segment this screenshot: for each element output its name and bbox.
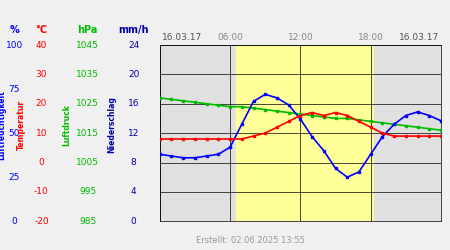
- Text: 16.03.17: 16.03.17: [399, 34, 439, 42]
- Text: 985: 985: [79, 217, 96, 226]
- Text: 0: 0: [131, 217, 136, 226]
- Text: °C: °C: [36, 25, 47, 35]
- Text: 1025: 1025: [76, 99, 99, 108]
- Text: Luftfeuchtigkeit: Luftfeuchtigkeit: [0, 90, 7, 160]
- Text: 100: 100: [6, 40, 23, 50]
- Text: 75: 75: [9, 84, 20, 94]
- Text: 12: 12: [128, 129, 140, 138]
- Text: 1045: 1045: [76, 40, 99, 50]
- Text: 8: 8: [131, 158, 136, 167]
- Text: 16.03.17: 16.03.17: [162, 34, 202, 42]
- Text: 20: 20: [36, 99, 47, 108]
- Text: Erstellt: 02.06.2025 13:55: Erstellt: 02.06.2025 13:55: [196, 236, 305, 245]
- Text: 995: 995: [79, 188, 96, 196]
- Bar: [160, 45, 236, 221]
- Text: 4: 4: [131, 188, 136, 196]
- Text: %: %: [9, 25, 19, 35]
- Bar: [374, 45, 441, 221]
- Text: 10: 10: [36, 129, 47, 138]
- Text: 40: 40: [36, 40, 47, 50]
- Text: -20: -20: [34, 217, 49, 226]
- Text: 0: 0: [39, 158, 44, 167]
- Text: mm/h: mm/h: [118, 25, 149, 35]
- Bar: [236, 45, 374, 221]
- Text: 20: 20: [128, 70, 140, 79]
- Text: 30: 30: [36, 70, 47, 79]
- Text: 16: 16: [128, 99, 140, 108]
- Text: hPa: hPa: [77, 25, 98, 35]
- Text: Luftdruck: Luftdruck: [62, 104, 71, 146]
- Text: -10: -10: [34, 188, 49, 196]
- Text: Niederschlag: Niederschlag: [107, 96, 116, 154]
- Text: 50: 50: [9, 129, 20, 138]
- Text: 0: 0: [12, 217, 17, 226]
- Text: 1005: 1005: [76, 158, 99, 167]
- Text: 25: 25: [9, 173, 20, 182]
- Text: Temperatur: Temperatur: [17, 100, 26, 150]
- Text: 1015: 1015: [76, 129, 99, 138]
- Text: 24: 24: [128, 40, 140, 50]
- Text: 1035: 1035: [76, 70, 99, 79]
